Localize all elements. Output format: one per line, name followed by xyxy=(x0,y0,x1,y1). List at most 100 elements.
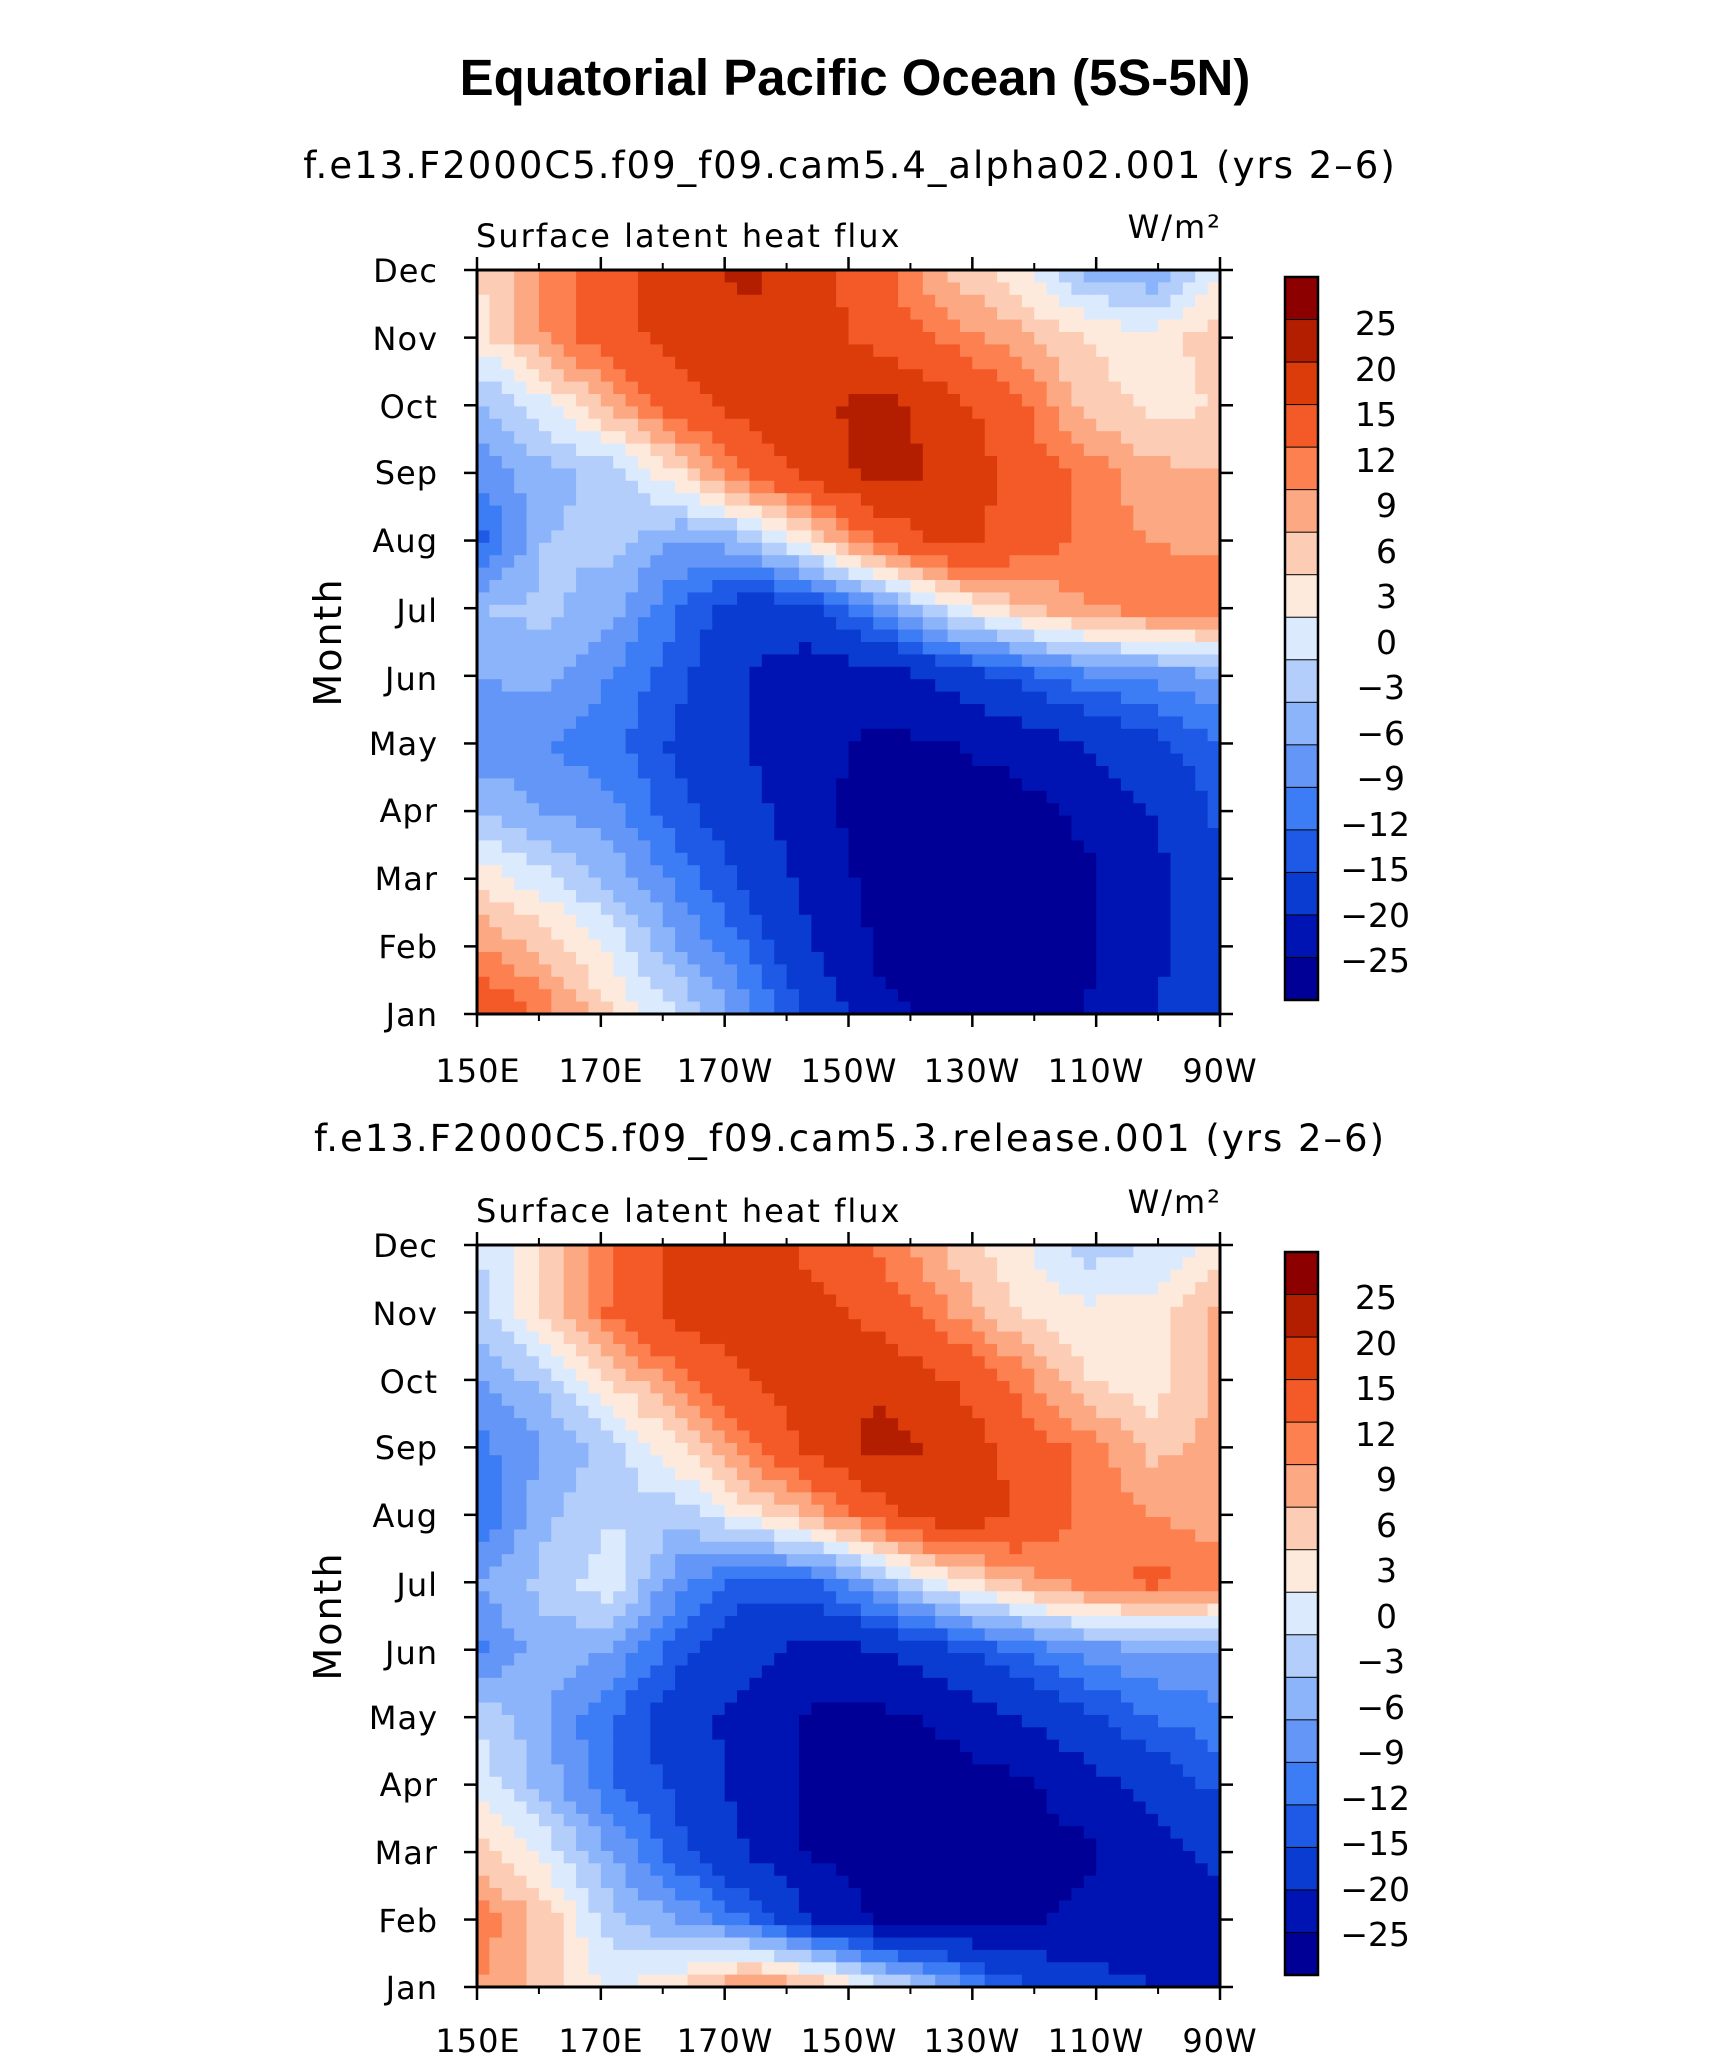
heatmap-cell xyxy=(910,270,924,284)
heatmap-cell xyxy=(538,406,552,420)
heatmap-cell xyxy=(947,704,961,718)
heatmap-cell xyxy=(922,344,936,358)
heatmap-cell xyxy=(724,654,738,668)
heatmap-cell xyxy=(1207,1455,1220,1469)
heatmap-cell xyxy=(786,629,800,643)
heatmap-cell xyxy=(699,1479,713,1493)
heatmap-cell xyxy=(1207,530,1220,544)
heatmap-cell xyxy=(798,790,812,804)
heatmap-cell xyxy=(600,1455,614,1469)
heatmap-cell xyxy=(514,356,528,370)
heatmap-cell xyxy=(1096,456,1110,470)
heatmap-cell xyxy=(576,1393,590,1407)
heatmap-cell xyxy=(1021,1368,1035,1382)
heatmap-cell xyxy=(1083,567,1097,581)
heatmap-cell xyxy=(637,1393,651,1407)
heatmap-cell xyxy=(1108,642,1122,656)
heatmap-cell xyxy=(959,642,973,656)
heatmap-cell xyxy=(811,580,825,594)
heatmap-cell xyxy=(873,902,887,916)
heatmap-cell xyxy=(625,369,639,383)
heatmap-cell xyxy=(1182,1294,1196,1308)
heatmap-cell xyxy=(1120,1467,1134,1481)
heatmap-cell xyxy=(477,939,491,953)
heatmap-cell xyxy=(1034,914,1048,928)
heatmap-cell xyxy=(935,815,949,829)
heatmap-cell xyxy=(687,902,701,916)
heatmap-cell xyxy=(625,642,639,656)
heatmap-cell xyxy=(662,1455,676,1469)
heatmap-cell xyxy=(1182,456,1196,470)
heatmap-cell xyxy=(477,369,491,383)
heatmap-cell xyxy=(848,1393,862,1407)
heatmap-cell xyxy=(1195,431,1209,445)
heatmap-cell xyxy=(898,1492,912,1506)
heatmap-cell xyxy=(600,1479,614,1493)
heatmap-cell xyxy=(873,369,887,383)
heatmap-cell xyxy=(737,877,751,891)
heatmap-cell xyxy=(873,803,887,817)
heatmap-cell xyxy=(600,1282,614,1296)
heatmap-cell xyxy=(588,1492,602,1506)
heatmap-cell xyxy=(811,1257,825,1271)
heatmap-cell xyxy=(526,1381,540,1395)
heatmap-cell xyxy=(588,1306,602,1320)
heatmap-cell xyxy=(687,803,701,817)
heatmap-cell xyxy=(724,952,738,966)
heatmap-cell xyxy=(563,468,577,482)
heatmap-cell xyxy=(984,629,998,643)
heatmap-cell xyxy=(613,964,627,978)
heatmap-cell xyxy=(650,282,664,296)
heatmap-cell xyxy=(1021,865,1035,879)
heatmap-cell xyxy=(898,790,912,804)
heatmap-cell xyxy=(675,307,689,321)
heatmap-cell xyxy=(1071,1306,1085,1320)
heatmap-cell xyxy=(613,1306,627,1320)
heatmap-cell xyxy=(1083,294,1097,308)
heatmap-cell xyxy=(538,728,552,742)
heatmap-cell xyxy=(898,766,912,780)
heatmap-cell xyxy=(761,852,775,866)
heatmap-cell xyxy=(774,679,788,693)
heatmap-cell xyxy=(922,1257,936,1271)
heatmap-cell xyxy=(687,394,701,408)
heatmap-cell xyxy=(910,319,924,333)
heatmap-cell xyxy=(1096,604,1110,618)
heatmap-cell xyxy=(1133,542,1147,556)
heatmap-cell xyxy=(1096,679,1110,693)
heatmap-cell xyxy=(823,369,837,383)
heatmap-cell xyxy=(1071,294,1085,308)
heatmap-cell xyxy=(1182,369,1196,383)
heatmap-cell xyxy=(761,468,775,482)
heatmap-cell xyxy=(885,902,899,916)
heatmap-cell xyxy=(1046,555,1060,569)
heatmap-cell xyxy=(823,1405,837,1419)
heatmap-cell xyxy=(1182,1356,1196,1370)
heatmap-cell xyxy=(860,542,874,556)
heatmap-cell xyxy=(823,927,837,941)
heatmap-cell xyxy=(823,877,837,891)
heatmap-cell xyxy=(1145,691,1159,705)
heatmap-cell xyxy=(873,1393,887,1407)
heatmap-cell xyxy=(1207,617,1220,631)
heatmap-cell xyxy=(489,356,503,370)
heatmap-cell xyxy=(860,505,874,519)
heatmap-cell xyxy=(922,1418,936,1432)
heatmap-cell xyxy=(972,1467,986,1481)
heatmap-cell xyxy=(1207,580,1220,594)
heatmap-cell xyxy=(1195,1492,1209,1506)
heatmap-cell xyxy=(959,803,973,817)
heatmap-cell xyxy=(576,567,590,581)
heatmap-cell xyxy=(935,964,949,978)
heatmap-cell xyxy=(675,1343,689,1357)
heatmap-cell xyxy=(737,815,751,829)
heatmap-cell xyxy=(984,1245,998,1258)
heatmap-cell xyxy=(959,294,973,308)
heatmap-cell xyxy=(1133,964,1147,978)
heatmap-cell xyxy=(563,642,577,656)
heatmap-cell xyxy=(1182,716,1196,730)
heatmap-cell xyxy=(576,1368,590,1382)
heatmap-cell xyxy=(625,840,639,854)
heatmap-cell xyxy=(947,1479,961,1493)
heatmap-cell xyxy=(885,778,899,792)
